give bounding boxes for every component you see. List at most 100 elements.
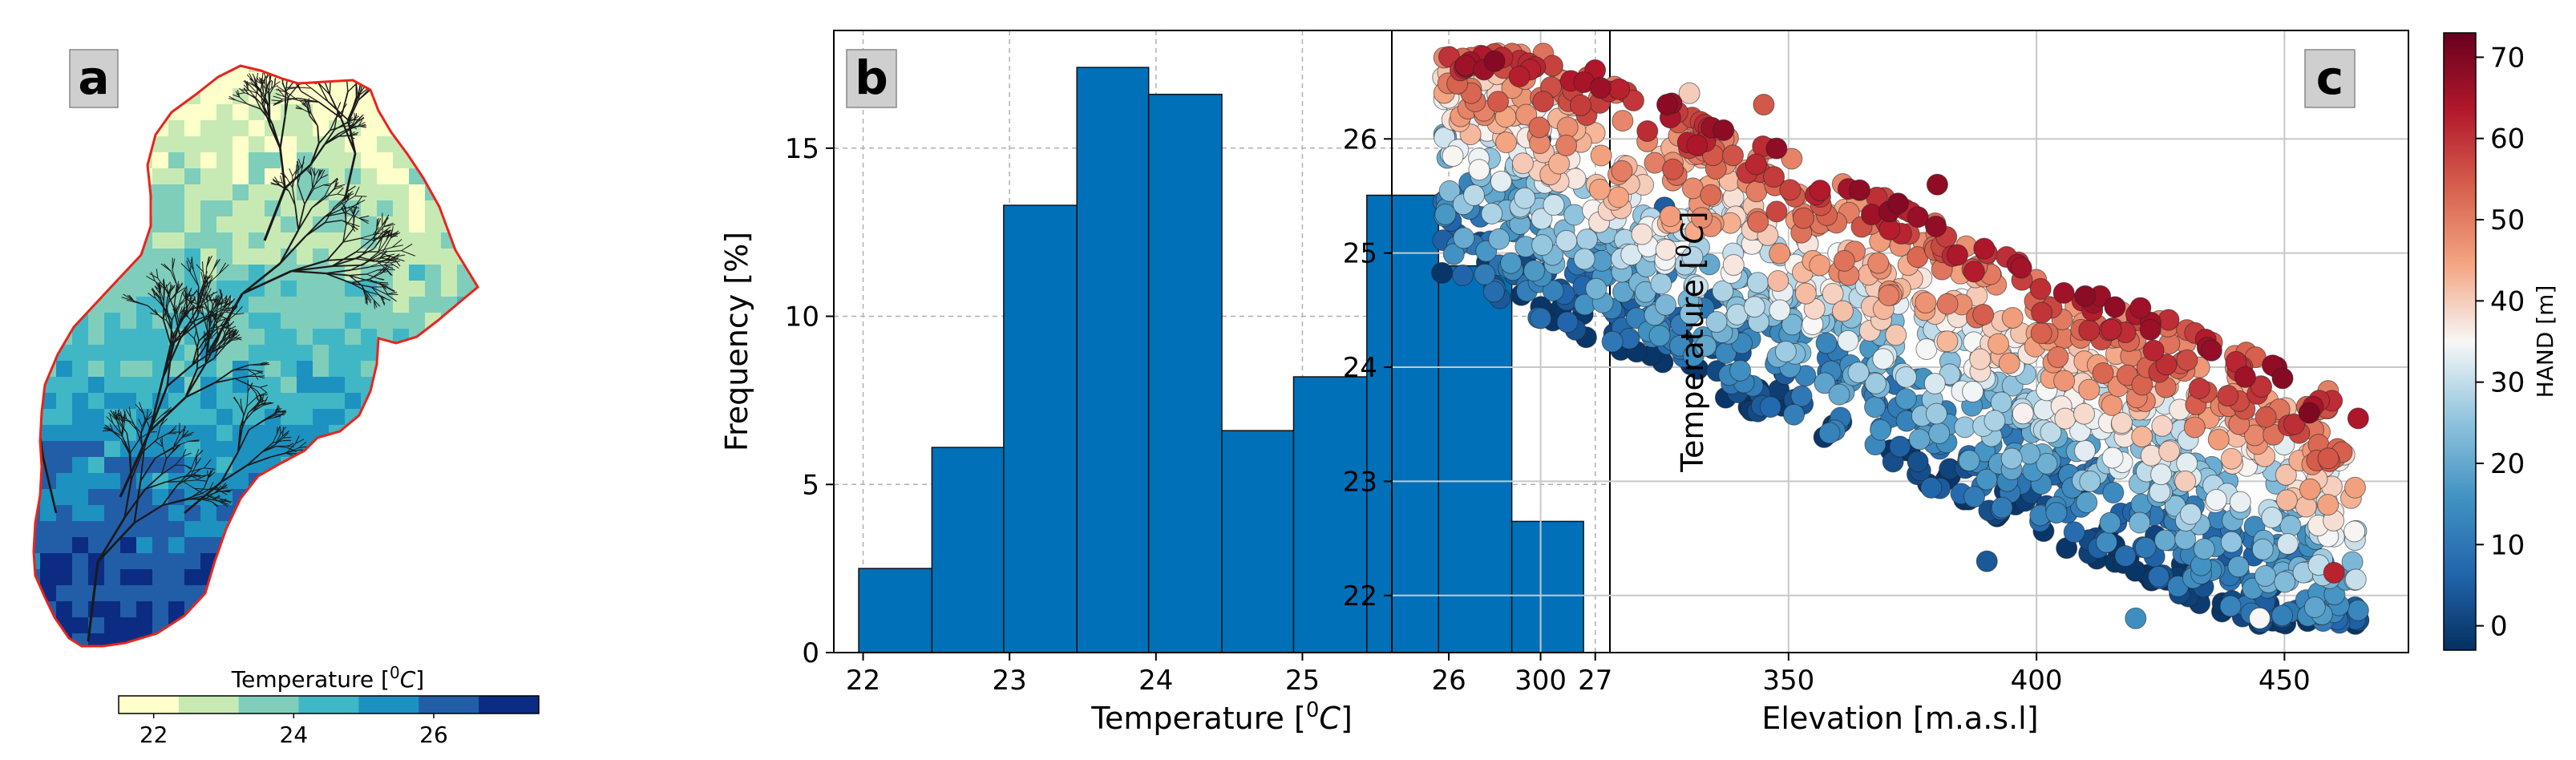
scatter-point	[2012, 402, 2034, 425]
river-segment	[296, 68, 309, 79]
map-cell	[136, 649, 153, 666]
map-cell	[216, 88, 233, 105]
map-cell	[56, 216, 73, 233]
river-segment	[215, 301, 226, 307]
map-cell	[425, 425, 442, 442]
river-segment	[192, 269, 200, 287]
river-segment	[379, 249, 387, 258]
map-cell	[152, 521, 169, 538]
map-cell	[56, 505, 73, 522]
map-cell	[393, 489, 410, 506]
map-cell	[152, 457, 169, 474]
river-segment	[163, 306, 172, 321]
river-segment	[282, 432, 289, 439]
map-cell	[473, 409, 478, 426]
map-cell	[457, 489, 474, 506]
map-cell	[393, 249, 410, 265]
river-segment	[142, 439, 158, 453]
river-segment	[326, 241, 344, 261]
scatter-point	[2129, 297, 2152, 319]
map-cell	[281, 377, 297, 394]
x-tick-label: 350	[1762, 665, 1814, 697]
river-segment	[162, 447, 168, 459]
river-segment	[361, 285, 366, 297]
map-cell	[393, 601, 410, 618]
river-segment	[307, 98, 309, 107]
map-cell	[409, 104, 426, 121]
river-segment	[182, 431, 195, 437]
river-segment	[378, 71, 386, 79]
river-segment	[378, 270, 389, 273]
river-segment	[226, 321, 235, 329]
map-cell	[441, 457, 458, 474]
map-cell	[72, 377, 89, 394]
river-segment	[362, 66, 363, 71]
map-cell	[88, 633, 105, 646]
map-cell	[152, 329, 169, 346]
map-cell	[216, 184, 233, 201]
scatter-point	[1743, 296, 1765, 318]
map-cell	[249, 489, 265, 506]
river-segment	[194, 488, 204, 495]
map-cell	[184, 200, 201, 217]
river-segment	[148, 396, 187, 432]
river-segment	[18, 360, 19, 374]
river-segment	[180, 475, 192, 478]
river-segment	[293, 56, 297, 63]
river-segment	[8, 365, 12, 378]
map-cell	[56, 489, 73, 506]
map-cell	[345, 168, 362, 185]
river-segment	[135, 403, 144, 414]
map-cell	[457, 66, 474, 73]
river-segment	[310, 113, 318, 127]
map-cell	[393, 297, 410, 313]
map-cell	[393, 200, 410, 217]
map-cell	[473, 361, 478, 378]
scatter-point	[1607, 186, 1630, 208]
scatter-point	[1814, 372, 1836, 394]
river-segment	[234, 378, 249, 386]
histogram-bar	[858, 568, 933, 653]
river-segment	[155, 281, 168, 291]
river-segment	[305, 66, 308, 69]
map-cell	[281, 313, 297, 329]
river-segment	[210, 345, 226, 354]
scatter-point	[1969, 348, 1992, 370]
map-cell	[393, 66, 410, 73]
map-cell	[104, 457, 121, 474]
map-cell	[72, 136, 89, 153]
river-segment	[166, 364, 193, 387]
map-cell	[120, 72, 137, 89]
river-segment	[330, 179, 339, 185]
map-cell	[136, 66, 153, 73]
map-cell	[88, 249, 105, 265]
map-cell	[168, 585, 185, 602]
map-cell	[473, 633, 478, 646]
river-segment	[348, 206, 354, 216]
river-segment	[374, 256, 387, 262]
map-cell	[200, 585, 217, 602]
scatter-point	[1920, 476, 1943, 499]
scatter-point	[1962, 381, 1984, 403]
river-segment	[156, 425, 161, 440]
map-cell	[216, 569, 233, 586]
river-segment	[295, 107, 303, 110]
scatter-point	[1818, 422, 1841, 444]
scatter-point	[1483, 50, 1506, 72]
river-segment	[295, 165, 300, 176]
map-cell	[281, 425, 297, 442]
map-cell	[152, 249, 169, 265]
river-segment	[337, 66, 347, 74]
river-segment	[220, 500, 229, 503]
map-cell	[329, 521, 346, 538]
map-cell	[265, 168, 281, 185]
map-cell	[265, 569, 281, 586]
map-cell	[120, 345, 137, 362]
river-segment	[380, 73, 387, 82]
map-cell	[425, 473, 442, 490]
map-cell	[297, 553, 313, 570]
map-cell	[56, 409, 73, 426]
river-segment	[164, 309, 168, 321]
river-segment	[203, 285, 208, 299]
river-segment	[390, 232, 401, 239]
